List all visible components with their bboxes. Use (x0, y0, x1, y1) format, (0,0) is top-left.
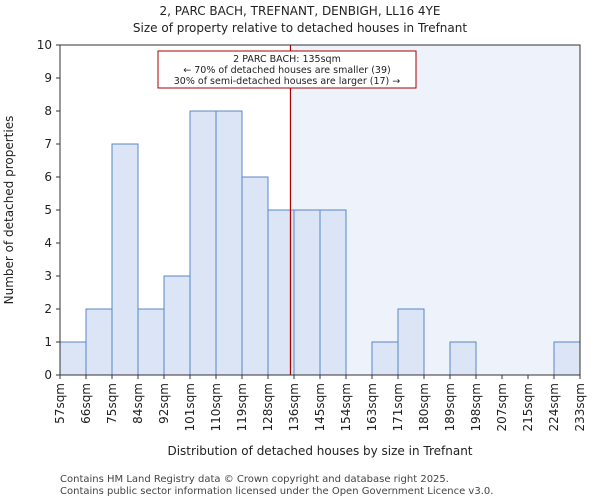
y-tick-label-2: 2 (44, 302, 52, 316)
bar-66sqm (85, 308, 113, 376)
x-ticks-group: 57sqm 66sqm 75sqm 84sqm 92sqm 101sqm 110sqm 119… (53, 375, 587, 431)
x-tick-label-207sqm: 207sqm (495, 383, 509, 431)
bar-84sqm (137, 308, 165, 376)
bar-119sqm (241, 176, 269, 376)
bars-group (59, 110, 581, 376)
annotation-line2: ← 70% of detached houses are smaller (39… (183, 65, 390, 76)
x-tick-label-145sqm: 145sqm (313, 383, 327, 431)
x-tick-label-66sqm: 66sqm (79, 383, 93, 424)
x-tick-label-57sqm: 57sqm (53, 383, 67, 424)
bar-136sqm (293, 209, 321, 376)
bar-163sqm (371, 341, 399, 376)
x-tick-label-110sqm: 110sqm (209, 383, 223, 431)
x-tick-label-163sqm: 163sqm (365, 383, 379, 431)
annotation-box (157, 50, 417, 89)
x-tick-label-171sqm: 171sqm (391, 383, 405, 431)
bar-145sqm (319, 209, 347, 376)
x-tick-label-233sqm: 233sqm (573, 383, 587, 431)
y-tick-label-8: 8 (44, 104, 52, 118)
bar-110sqm (215, 110, 243, 376)
y-tick-label-0: 0 (44, 368, 52, 382)
x-tick-label-128sqm: 128sqm (261, 383, 275, 431)
y-tick-label-4: 4 (44, 236, 52, 250)
bar-224sqm (553, 341, 581, 376)
y-tick-label-1: 1 (44, 335, 52, 349)
bar-92sqm (163, 275, 191, 376)
x-tick-label-75sqm: 75sqm (105, 383, 119, 424)
annotation-line1: 2 PARC BACH: 135sqm (233, 54, 341, 65)
footer-line1: Contains HM Land Registry data © Crown c… (60, 474, 449, 485)
x-tick-label-101sqm: 101sqm (183, 383, 197, 431)
x-tick-label-180sqm: 180sqm (417, 383, 431, 431)
x-tick-label-84sqm: 84sqm (131, 383, 145, 424)
chart-title-line1: 2, PARC BACH, TREFNANT, DENBIGH, LL16 4Y… (160, 4, 441, 18)
x-tick-label-198sqm: 198sqm (469, 383, 483, 431)
x-tick-label-224sqm: 224sqm (547, 383, 561, 431)
y-tick-label-5: 5 (44, 203, 52, 217)
y-ticks-group: 0 1 2 3 4 5 6 7 8 9 10 (37, 38, 60, 382)
bar-75sqm (111, 143, 139, 376)
bar-57sqm (59, 341, 87, 376)
x-axis-label: Distribution of detached houses by size … (167, 444, 472, 458)
bar-128sqm (267, 209, 295, 376)
footer-line2: Contains public sector information licen… (60, 486, 493, 497)
y-tick-label-3: 3 (44, 269, 52, 283)
y-axis-label: Number of detached properties (2, 116, 16, 305)
annotation-line3: 30% of semi-detached houses are larger (… (174, 76, 401, 87)
bar-189sqm (449, 341, 477, 376)
y-tick-label-7: 7 (44, 137, 52, 151)
x-tick-label-136sqm: 136sqm (287, 383, 301, 431)
y-tick-label-10: 10 (37, 38, 52, 52)
y-tick-label-9: 9 (44, 71, 52, 85)
bar-171sqm (397, 308, 425, 376)
y-tick-label-6: 6 (44, 170, 52, 184)
x-tick-label-119sqm: 119sqm (235, 383, 249, 431)
x-tick-label-154sqm: 154sqm (339, 383, 353, 431)
x-tick-label-92sqm: 92sqm (157, 383, 171, 424)
x-tick-label-215sqm: 215sqm (521, 383, 535, 431)
bar-101sqm (189, 110, 217, 376)
chart-title-line2: Size of property relative to detached ho… (133, 21, 467, 35)
x-tick-label-189sqm: 189sqm (443, 383, 457, 431)
